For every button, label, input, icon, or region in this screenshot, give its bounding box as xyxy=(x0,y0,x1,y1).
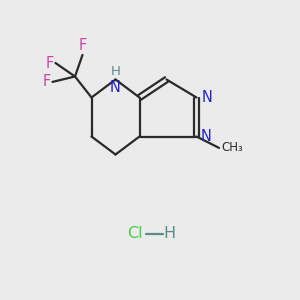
Text: N: N xyxy=(201,129,212,144)
Text: H: H xyxy=(164,226,175,242)
Text: H: H xyxy=(111,65,120,78)
Text: F: F xyxy=(43,74,51,89)
Text: F: F xyxy=(46,56,54,70)
Text: N: N xyxy=(202,90,213,105)
Text: N: N xyxy=(110,80,121,94)
Text: CH₃: CH₃ xyxy=(221,141,243,154)
Text: Cl: Cl xyxy=(127,226,142,242)
Text: F: F xyxy=(78,38,87,52)
